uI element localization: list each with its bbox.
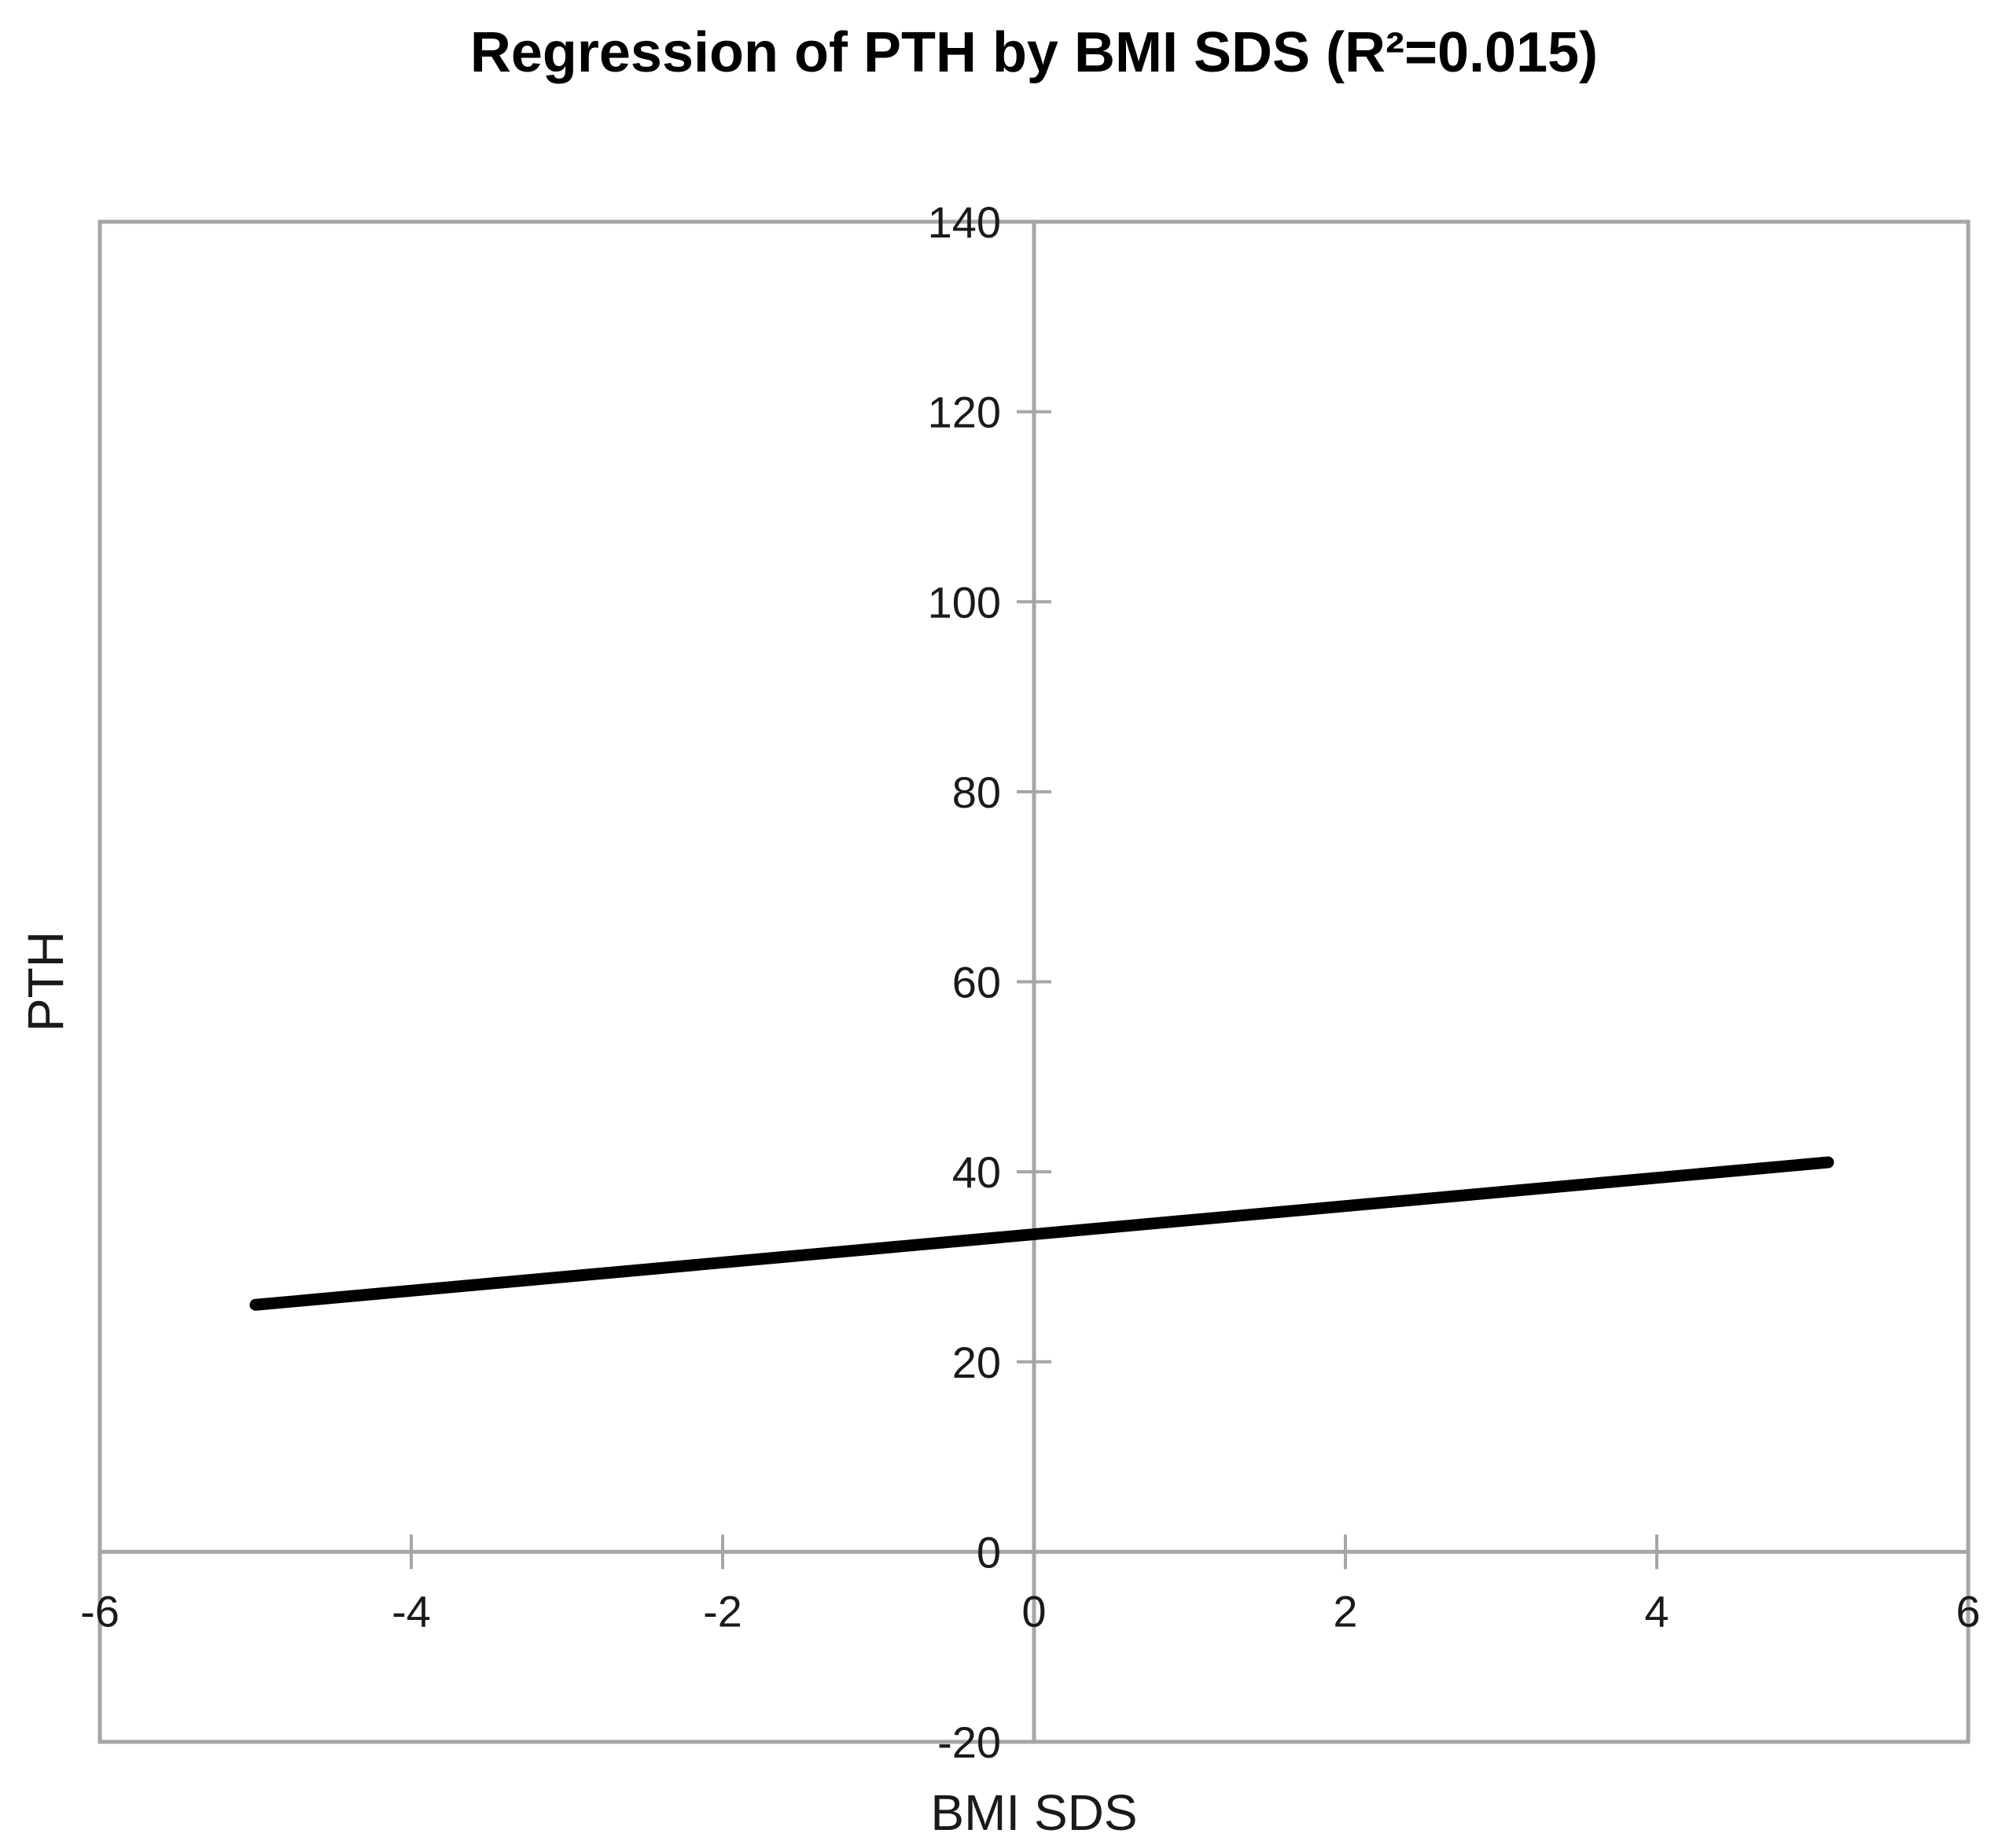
y-tick-label: 60 [952,958,1001,1007]
x-tick-label: -6 [80,1586,120,1636]
x-tick-label: 6 [1956,1586,1980,1636]
y-tick-label: 80 [952,768,1001,817]
x-tick-label: -2 [703,1586,742,1636]
x-tick-label: -4 [392,1586,431,1636]
y-tick-label: 120 [928,388,1001,437]
y-tick-label: -20 [937,1717,1001,1767]
regression-line [249,1156,1835,1311]
y-tick-label: 0 [977,1527,1001,1577]
x-tick-label: 0 [1021,1586,1046,1636]
x-tick-label: 4 [1644,1586,1669,1636]
x-tick-label: 2 [1333,1586,1357,1636]
chart-title: Regression of PTH by BMI SDS (R²=0.015) [469,21,1599,84]
y-tick-label: 100 [928,577,1001,627]
y-tick-label: 40 [952,1147,1001,1197]
y-tick-label: 140 [928,197,1001,247]
x-axis-title: BMI SDS [930,1784,1138,1841]
y-tick-label: 20 [952,1338,1001,1387]
